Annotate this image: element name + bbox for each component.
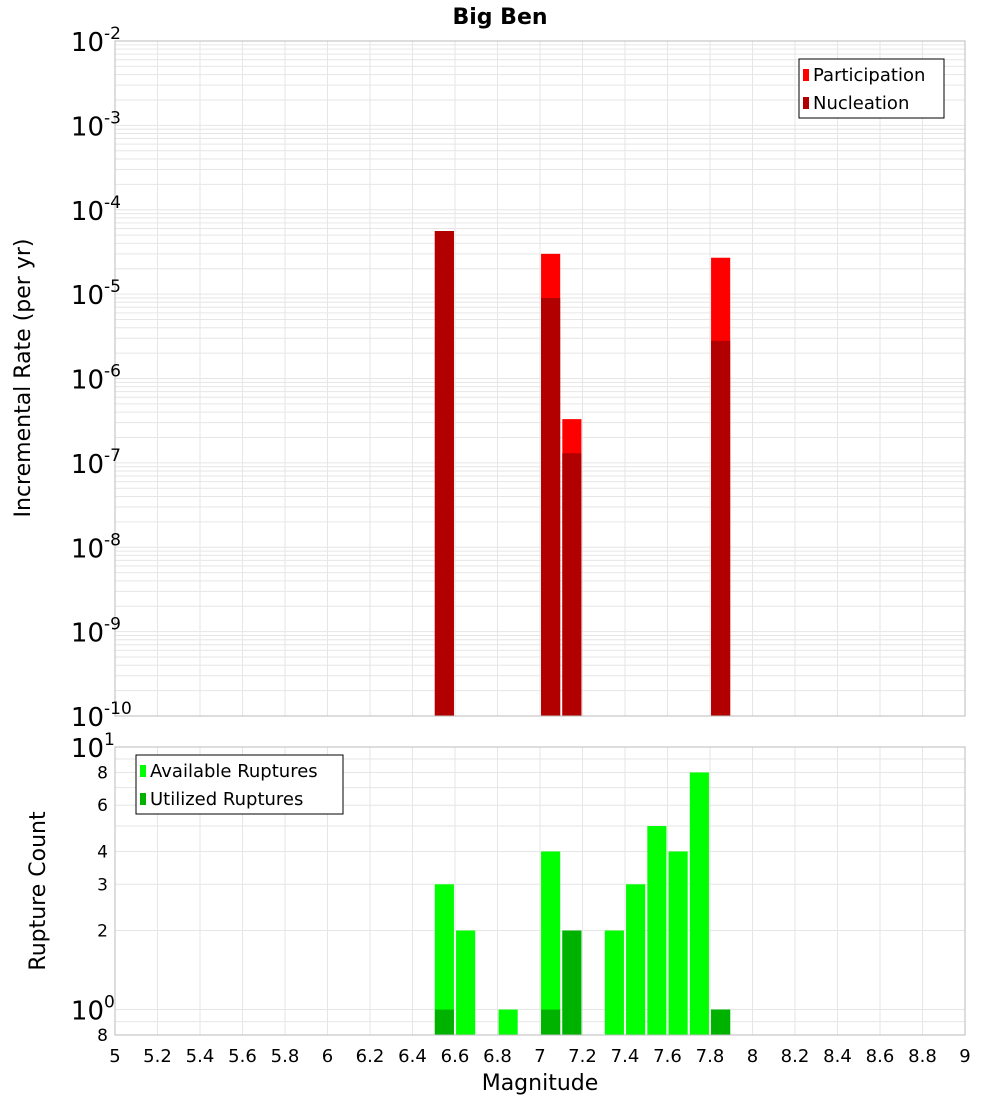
y-tick-exponent: -8 — [104, 530, 121, 550]
rate-plot-frame — [114, 40, 966, 717]
y-tick-exponent: -7 — [104, 446, 121, 466]
y-tick-exponent: -9 — [104, 615, 121, 635]
available-ruptures-bar — [498, 1009, 518, 1035]
y-tick-exponent: -4 — [104, 193, 121, 213]
rate-grid — [114, 41, 966, 717]
x-tick-label: 7.6 — [653, 1046, 682, 1067]
x-axis-label: Magnitude — [482, 1071, 599, 1096]
legend-swatch — [803, 69, 809, 81]
x-tick-label: 9 — [959, 1046, 970, 1067]
x-tick-label: 5.2 — [143, 1046, 172, 1067]
y-tick-exponent: -2 — [104, 24, 121, 44]
rate-y-axis-label: Incremental Rate (per yr) — [11, 239, 36, 518]
chart-title: Big Ben — [452, 5, 547, 30]
y-tick-label: 10 — [71, 112, 104, 142]
y-tick-label: 10 — [71, 197, 104, 227]
available-ruptures-bar — [604, 930, 624, 1035]
legend-label: Utilized Ruptures — [150, 789, 303, 810]
count-grid — [114, 747, 966, 1036]
available-ruptures-bar — [626, 884, 646, 1035]
count-plot-frame — [114, 746, 966, 1036]
x-tick-label: 7 — [534, 1046, 545, 1067]
y-tick-label: 10 — [71, 366, 104, 396]
y-tick-exponent: -10 — [104, 699, 132, 719]
available-ruptures-bar — [668, 851, 688, 1035]
legend-label: Nucleation — [813, 93, 909, 114]
y-tick-exponent: -6 — [104, 362, 121, 382]
x-tick-label: 5.4 — [186, 1046, 215, 1067]
x-tick-label: 7.8 — [696, 1046, 725, 1067]
y-tick-label: 8 — [97, 763, 108, 783]
count-bars — [434, 772, 731, 1035]
y-tick-exponent: 0 — [104, 993, 115, 1013]
x-tick-label: 5.8 — [271, 1046, 300, 1067]
x-tick-label: 8.4 — [823, 1046, 852, 1067]
x-tick-label: 7.4 — [611, 1046, 640, 1067]
nucleation-bar — [541, 297, 561, 716]
legend-box — [798, 58, 945, 119]
x-tick-label: 6.8 — [483, 1046, 512, 1067]
utilized-ruptures-bar — [711, 1009, 731, 1035]
utilized-ruptures-bar — [541, 1009, 561, 1035]
count-legend: Available Ruptures Utilized Ruptures — [135, 754, 344, 815]
legend-swatch — [803, 97, 809, 109]
x-tick-label: 6.4 — [398, 1046, 427, 1067]
available-ruptures-bar — [456, 930, 476, 1035]
available-ruptures-bar — [541, 851, 561, 1035]
rate-bars — [434, 230, 731, 716]
y-tick-label: 8 — [97, 1026, 108, 1046]
x-tick-label: 6.2 — [356, 1046, 385, 1067]
x-ticks: 5 5.2 5.4 5.6 5.8 6 6.2 6.4 6.6 6.8 7 7.2 7.4 7.6 7.8 8… — [109, 1046, 970, 1067]
x-tick-label: 7.2 — [568, 1046, 597, 1067]
x-tick-label: 5.6 — [228, 1046, 257, 1067]
y-tick-exponent: -3 — [104, 108, 121, 128]
y-tick-label: 10 — [71, 534, 104, 564]
utilized-ruptures-bar — [562, 930, 582, 1035]
utilized-ruptures-bar — [434, 1009, 454, 1035]
y-tick-label: 10 — [71, 281, 104, 311]
y-tick-label: 10 — [71, 734, 104, 764]
x-tick-label: 6 — [322, 1046, 333, 1067]
y-tick-exponent: -5 — [104, 277, 121, 297]
y-tick-label: 3 — [97, 875, 108, 895]
legend-label: Available Ruptures — [150, 761, 318, 782]
y-tick-label: 4 — [97, 842, 108, 862]
y-tick-label: 2 — [97, 922, 108, 942]
x-tick-label: 5 — [109, 1046, 120, 1067]
y-tick-label: 10 — [71, 619, 104, 649]
legend-box — [135, 754, 344, 815]
rate-legend: Participation Nucleation — [798, 58, 945, 119]
y-tick-label: 6 — [97, 796, 108, 816]
x-tick-label: 8 — [747, 1046, 758, 1067]
y-tick-exponent: 1 — [104, 730, 115, 750]
nucleation-bar — [711, 340, 731, 716]
x-tick-label: 8.2 — [781, 1046, 810, 1067]
available-ruptures-bar — [434, 884, 454, 1035]
y-tick-label: 10 — [71, 997, 104, 1027]
x-tick-label: 6.6 — [441, 1046, 470, 1067]
y-tick-label: 10 — [71, 28, 104, 58]
nucleation-bar — [562, 453, 582, 716]
legend-label: Participation — [813, 65, 925, 86]
available-ruptures-bar — [689, 772, 709, 1035]
y-tick-label: 10 — [71, 450, 104, 480]
available-ruptures-bar — [647, 826, 667, 1035]
x-tick-label: 8.6 — [866, 1046, 895, 1067]
legend-swatch — [140, 765, 146, 777]
x-tick-label: 8.8 — [908, 1046, 937, 1067]
nucleation-bar — [434, 230, 454, 716]
count-y-axis-label: Rupture Count — [26, 811, 51, 971]
y-tick-label: 10 — [71, 703, 104, 733]
legend-swatch — [140, 793, 146, 805]
